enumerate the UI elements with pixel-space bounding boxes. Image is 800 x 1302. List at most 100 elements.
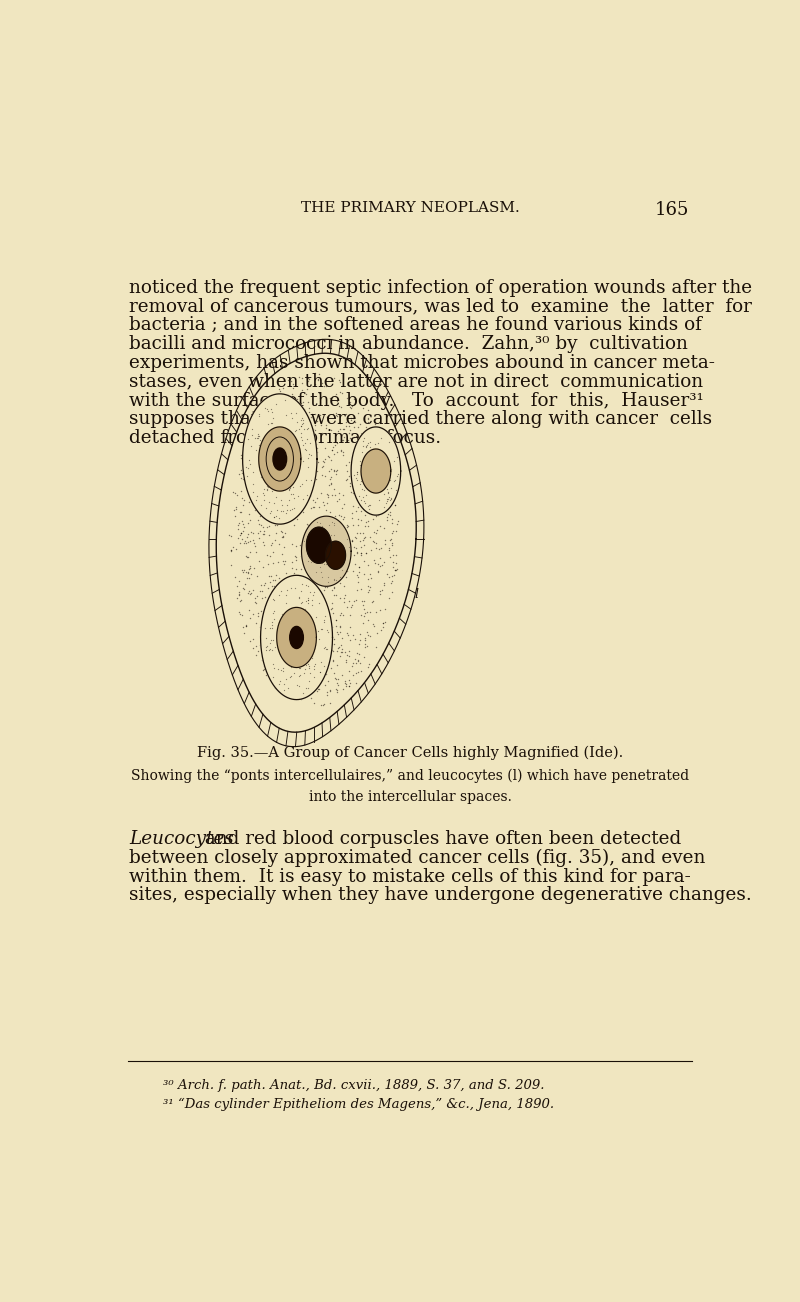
- Point: [248, 587, 261, 608]
- Point: [307, 534, 320, 555]
- Point: [242, 458, 254, 479]
- Point: [351, 661, 364, 682]
- Point: [241, 568, 254, 589]
- Point: [313, 549, 326, 570]
- Point: [330, 402, 342, 423]
- Point: [286, 678, 298, 699]
- Point: [353, 486, 366, 506]
- Point: [312, 452, 325, 473]
- Point: [279, 435, 292, 456]
- Point: [233, 582, 246, 603]
- Point: [342, 536, 355, 557]
- Point: [297, 671, 310, 691]
- Point: [300, 488, 313, 509]
- Point: [240, 615, 253, 635]
- Point: [251, 449, 264, 470]
- Point: [358, 460, 370, 480]
- Point: [321, 647, 334, 668]
- Point: [268, 600, 281, 621]
- Point: [275, 581, 288, 602]
- Point: [358, 598, 371, 618]
- Point: [388, 450, 401, 471]
- Point: [379, 533, 392, 553]
- Point: [264, 457, 277, 478]
- Point: [303, 664, 316, 685]
- Point: [346, 530, 359, 551]
- Point: [327, 512, 340, 533]
- Point: [254, 575, 267, 596]
- Point: [255, 437, 268, 458]
- Point: [363, 440, 376, 461]
- Point: [340, 651, 353, 672]
- Point: [276, 527, 289, 548]
- Point: [354, 495, 366, 516]
- Point: [336, 509, 349, 530]
- Point: [279, 626, 292, 647]
- Point: [367, 473, 380, 493]
- Point: [304, 474, 317, 495]
- Point: [288, 687, 301, 708]
- Point: [273, 618, 286, 639]
- Point: [225, 555, 238, 575]
- Point: [326, 440, 338, 461]
- Point: [359, 527, 372, 548]
- Point: [274, 381, 286, 402]
- Point: [236, 452, 249, 473]
- Point: [330, 404, 343, 424]
- Point: [269, 677, 282, 698]
- Point: [286, 384, 298, 405]
- Point: [277, 396, 290, 417]
- Point: [354, 652, 366, 673]
- Point: [298, 626, 311, 647]
- Point: [240, 616, 253, 637]
- Point: [341, 387, 354, 408]
- Point: [359, 436, 372, 457]
- Point: [355, 458, 368, 479]
- Point: [288, 663, 301, 684]
- Point: [317, 695, 330, 716]
- Point: [362, 496, 374, 517]
- Point: [336, 664, 349, 685]
- Point: [256, 581, 269, 602]
- Point: [318, 493, 330, 514]
- Point: [254, 466, 267, 487]
- Point: [250, 490, 263, 510]
- Point: [357, 464, 370, 484]
- Point: [286, 499, 298, 519]
- Point: [302, 648, 315, 669]
- Point: [356, 612, 369, 633]
- Point: [386, 509, 398, 530]
- Point: [378, 530, 391, 551]
- Point: [344, 605, 357, 626]
- Point: [272, 395, 285, 415]
- Point: [363, 462, 376, 483]
- Point: [331, 421, 344, 441]
- Point: [310, 536, 323, 557]
- Point: [302, 578, 314, 599]
- Point: [353, 561, 366, 582]
- Point: [346, 496, 359, 517]
- Point: [298, 638, 311, 659]
- Point: [334, 440, 347, 461]
- Point: [243, 599, 256, 620]
- Point: [266, 631, 279, 652]
- Point: [358, 464, 371, 484]
- Point: [294, 482, 306, 503]
- Point: [321, 508, 334, 529]
- Point: [306, 478, 318, 499]
- Point: [272, 659, 285, 680]
- Point: [323, 680, 336, 700]
- Point: [347, 514, 360, 535]
- Point: [366, 613, 379, 634]
- Point: [296, 622, 309, 643]
- Point: [360, 483, 373, 504]
- Text: with the surface of the body.   To  account  for  this,  Hauser³¹: with the surface of the body. To account…: [129, 392, 704, 410]
- Point: [309, 374, 322, 395]
- Point: [347, 427, 360, 448]
- Point: [257, 556, 270, 577]
- Point: [247, 529, 260, 549]
- Point: [386, 566, 398, 587]
- Point: [294, 397, 307, 418]
- Point: [284, 483, 297, 504]
- Point: [359, 493, 372, 514]
